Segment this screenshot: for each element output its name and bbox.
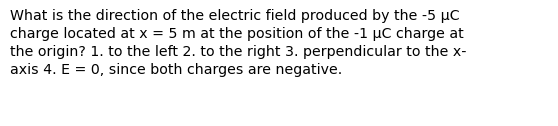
Text: What is the direction of the electric field produced by the -5 μC
charge located: What is the direction of the electric fi… bbox=[10, 9, 466, 77]
